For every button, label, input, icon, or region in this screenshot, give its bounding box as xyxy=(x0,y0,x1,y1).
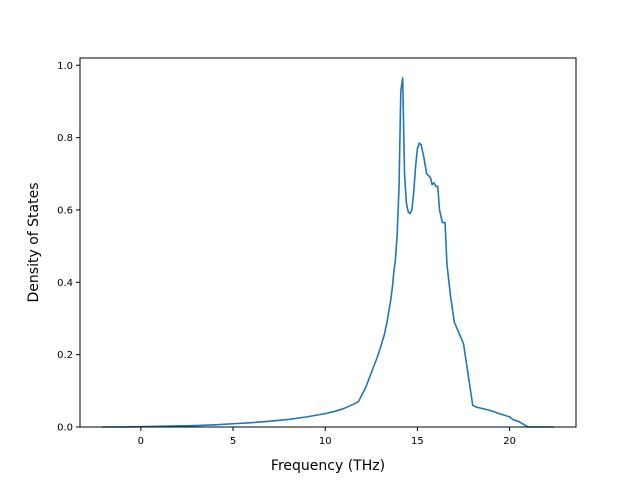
y-tick-label: 0.2 xyxy=(57,350,73,361)
y-axis-label: Density of States xyxy=(26,183,42,303)
y-tick-label: 0.4 xyxy=(57,278,73,289)
x-tick-label: 20 xyxy=(503,436,516,447)
x-tick-label: 0 xyxy=(138,436,144,447)
x-tick-label: 10 xyxy=(319,436,332,447)
x-tick-label: 15 xyxy=(411,436,424,447)
plot-frame xyxy=(79,57,577,428)
y-tick-label: 0.0 xyxy=(57,423,73,434)
plot-area xyxy=(102,77,554,428)
y-axis: 0.0 0.2 0.4 0.6 0.8 1.0 xyxy=(57,61,80,434)
dos-line-0 xyxy=(102,77,554,428)
x-tick-label: 5 xyxy=(230,436,236,447)
y-tick-label: 1.0 xyxy=(57,61,73,72)
y-tick-label: 0.6 xyxy=(57,206,73,217)
x-axis: 0 5 10 15 20 xyxy=(138,427,516,447)
x-axis-label: Frequency (THz) xyxy=(271,458,385,474)
y-tick-label: 0.8 xyxy=(57,133,73,144)
